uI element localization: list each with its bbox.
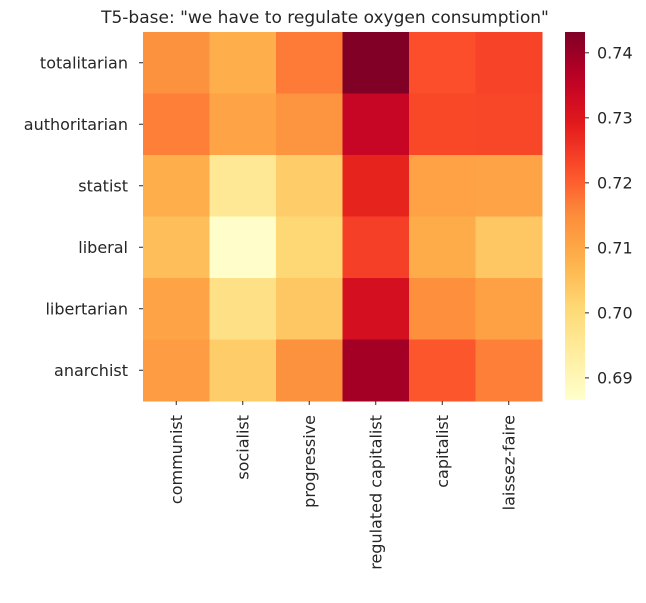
heatmap-cell-0-5 <box>475 32 543 94</box>
heatmap-cell-4-3 <box>342 278 410 340</box>
colorbar-tick-label-0: 0.69 <box>597 368 633 387</box>
heatmap-cell-2-5 <box>475 155 543 217</box>
heatmap-cell-3-3 <box>342 216 410 279</box>
x-tick-label-0: communist <box>167 415 186 504</box>
x-tick-label-2: progressive <box>300 415 319 508</box>
heatmap-cell-1-3 <box>342 93 410 156</box>
heatmap-cell-1-2 <box>276 93 343 156</box>
heatmap-cell-3-0 <box>143 216 210 279</box>
heatmap-cell-4-1 <box>209 278 277 340</box>
colorbar-tick-label-1: 0.70 <box>597 303 633 322</box>
heatmap-cell-2-1 <box>209 155 277 217</box>
y-tick-label-0: totalitarian <box>40 53 128 72</box>
colorbar: 0.69 0.70 0.71 0.72 0.73 0.74 <box>565 32 633 400</box>
heatmap-cell-5-2 <box>276 339 343 402</box>
heatmap-cell-3-2 <box>276 216 343 279</box>
heatmap-cell-5-5 <box>475 339 543 402</box>
x-tick-label-3: regulated capitalist <box>366 415 385 570</box>
heatmap-cell-0-0 <box>143 32 210 94</box>
x-tick-label-5: laissez-faire <box>499 415 518 510</box>
y-tick-labels: totalitarian authoritarian statist liberal l… <box>24 53 143 380</box>
heatmap-cell-1-5 <box>475 93 543 156</box>
y-tick-label-1: authoritarian <box>24 115 128 134</box>
heatmap-cell-0-3 <box>342 32 410 94</box>
colorbar-tick-label-3: 0.72 <box>597 173 633 192</box>
colorbar-tick-label-5: 0.74 <box>597 43 633 62</box>
x-tick-labels: communist socialist progressive regulated c… <box>167 401 518 570</box>
heatmap-cell-4-5 <box>475 278 543 340</box>
colorbar-gradient <box>565 32 585 400</box>
heatmap-cell-5-1 <box>209 339 277 402</box>
y-tick-label-5: anarchist <box>54 361 128 380</box>
heatmap-cell-0-1 <box>209 32 277 94</box>
heatmap-cell-3-1 <box>209 216 277 279</box>
chart-title: T5-base: "we have to regulate oxygen con… <box>100 8 549 28</box>
heatmap-cell-5-4 <box>409 339 476 402</box>
heatmap-cell-4-4 <box>409 278 476 340</box>
heatmap-cell-2-4 <box>409 155 476 217</box>
heatmap-cell-1-0 <box>143 93 210 156</box>
heatmap-cell-0-2 <box>276 32 343 94</box>
x-tick-label-1: socialist <box>233 415 252 480</box>
y-tick-label-3: liberal <box>78 238 128 257</box>
heatmap-cell-4-2 <box>276 278 343 340</box>
heatmap-cell-5-3 <box>342 339 410 402</box>
heatmap-cell-2-2 <box>276 155 343 217</box>
y-tick-label-4: libertarian <box>45 299 128 318</box>
heatmap-cell-0-4 <box>409 32 476 94</box>
heatmap-cell-1-1 <box>209 93 277 156</box>
heatmap-cell-3-5 <box>475 216 543 279</box>
y-tick-label-2: statist <box>78 176 128 195</box>
heatmap-cell-5-0 <box>143 339 210 402</box>
colorbar-tick-label-2: 0.71 <box>597 238 633 257</box>
heatmap-cell-2-0 <box>143 155 210 217</box>
heatmap-cell-2-3 <box>342 155 410 217</box>
heatmap-cell-4-0 <box>143 278 210 340</box>
colorbar-tick-label-4: 0.73 <box>597 108 633 127</box>
heatmap-cell-1-4 <box>409 93 476 156</box>
x-tick-label-4: capitalist <box>433 415 452 488</box>
heatmap-cells <box>143 32 543 402</box>
heatmap-cell-3-4 <box>409 216 476 279</box>
